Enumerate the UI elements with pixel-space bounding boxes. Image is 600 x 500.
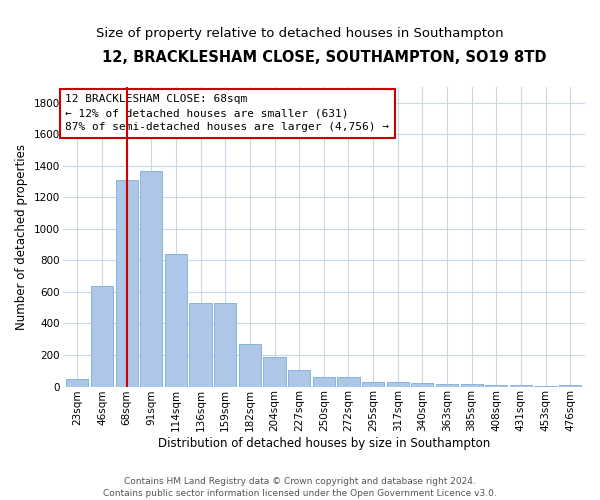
Bar bbox=[190, 303, 212, 386]
Bar bbox=[386, 382, 409, 386]
Text: 12 BRACKLESHAM CLOSE: 68sqm
← 12% of detached houses are smaller (631)
87% of se: 12 BRACKLESHAM CLOSE: 68sqm ← 12% of det… bbox=[65, 94, 389, 132]
Bar bbox=[239, 344, 261, 387]
Bar bbox=[461, 384, 483, 386]
Text: Contains HM Land Registry data © Crown copyright and database right 2024.
Contai: Contains HM Land Registry data © Crown c… bbox=[103, 476, 497, 498]
Text: Size of property relative to detached houses in Southampton: Size of property relative to detached ho… bbox=[96, 28, 504, 40]
Bar bbox=[66, 380, 88, 386]
X-axis label: Distribution of detached houses by size in Southampton: Distribution of detached houses by size … bbox=[158, 437, 490, 450]
Bar bbox=[116, 180, 138, 386]
Bar bbox=[214, 303, 236, 386]
Bar bbox=[313, 377, 335, 386]
Bar bbox=[337, 377, 359, 386]
Bar bbox=[91, 286, 113, 386]
Title: 12, BRACKLESHAM CLOSE, SOUTHAMPTON, SO19 8TD: 12, BRACKLESHAM CLOSE, SOUTHAMPTON, SO19… bbox=[101, 50, 546, 65]
Bar bbox=[411, 382, 433, 386]
Bar bbox=[510, 385, 532, 386]
Bar bbox=[165, 254, 187, 386]
Bar bbox=[288, 370, 310, 386]
Bar bbox=[140, 170, 163, 386]
Bar bbox=[263, 358, 286, 386]
Y-axis label: Number of detached properties: Number of detached properties bbox=[15, 144, 28, 330]
Bar bbox=[485, 385, 508, 386]
Bar bbox=[559, 385, 581, 386]
Bar bbox=[436, 384, 458, 386]
Bar bbox=[362, 382, 384, 386]
